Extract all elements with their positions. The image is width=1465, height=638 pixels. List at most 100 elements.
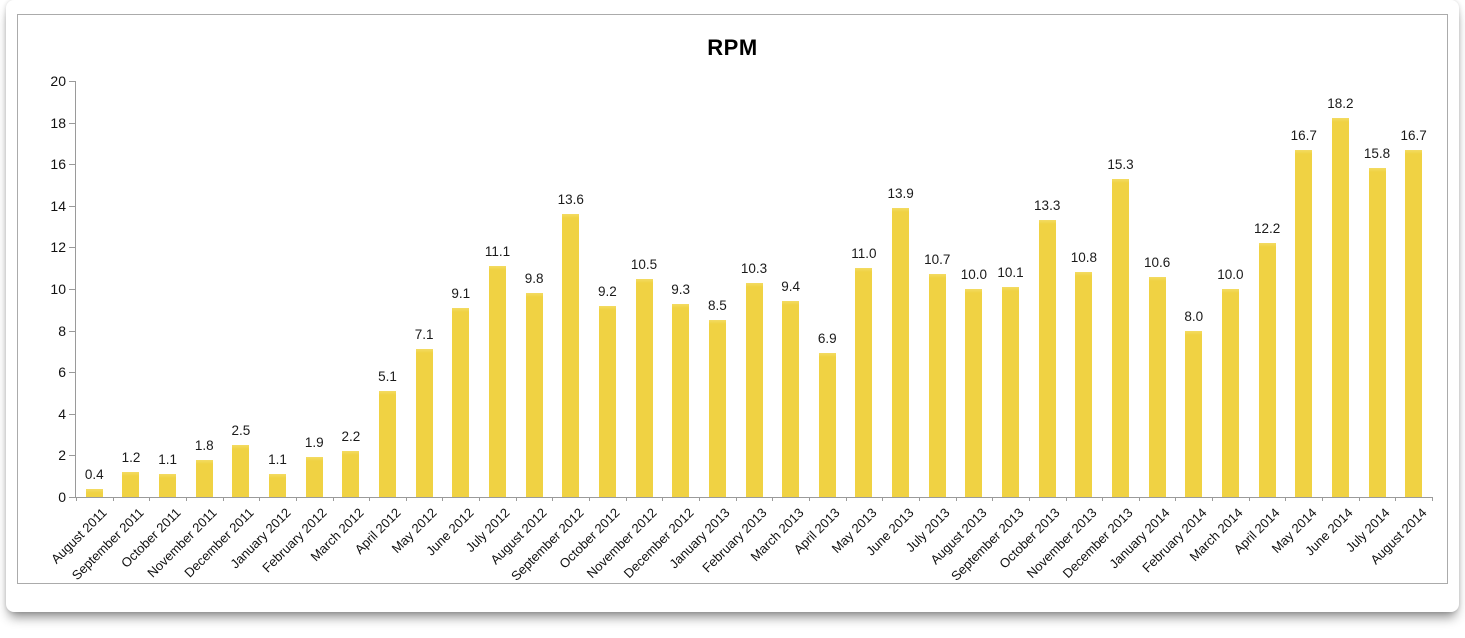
bar [122, 472, 140, 497]
x-tick [1212, 497, 1214, 501]
x-tick [1028, 497, 1030, 501]
bar-value-label: 10.1 [997, 264, 1024, 280]
x-tick [76, 497, 77, 501]
x-tick [515, 497, 517, 501]
bar [1185, 330, 1203, 497]
bar-value-label: 10.0 [960, 267, 988, 282]
bar [965, 289, 983, 497]
bar [818, 353, 836, 497]
bar [1331, 118, 1349, 497]
x-tick [259, 497, 261, 501]
y-tick [69, 497, 75, 498]
bar [1075, 272, 1093, 497]
x-tick [625, 497, 627, 501]
bar [379, 390, 396, 497]
bar [1002, 286, 1020, 497]
bar-value-label: 16.7 [1290, 127, 1317, 143]
x-tick [222, 497, 224, 501]
bar-value-label: 9.4 [781, 279, 801, 295]
bar-value-label: 1.1 [158, 452, 177, 468]
bar [525, 293, 543, 497]
bar [1258, 243, 1276, 497]
y-tick [69, 372, 75, 374]
y-tick [69, 81, 75, 82]
y-tick-label: 12 [50, 239, 66, 256]
bar-value-label: 15.8 [1363, 146, 1391, 162]
bar-value-label: 11.0 [851, 246, 877, 262]
chart-card: RPM 0 2 4 6 8 10 12 14 16 18 20 0.4 1.2 1.1 1.8 2.5 1.1… [6, 0, 1459, 612]
y-tick [69, 247, 75, 249]
y-tick-label: 0 [58, 489, 66, 505]
bar-value-label: 13.9 [887, 185, 914, 201]
bar [195, 459, 213, 497]
bar-value-label: 0.4 [84, 466, 104, 482]
bar [1405, 149, 1423, 497]
x-tick [918, 497, 920, 501]
bar-value-label: 12.2 [1253, 221, 1281, 237]
bar-value-label: 2.2 [341, 429, 361, 445]
bar [1038, 220, 1056, 497]
bar [1221, 289, 1239, 497]
y-tick [69, 413, 75, 415]
bar-value-label: 1.1 [268, 452, 287, 468]
bar [488, 266, 506, 497]
x-tick [405, 497, 407, 501]
bar-value-label: 16.7 [1400, 127, 1427, 143]
x-tick [1395, 497, 1397, 501]
bar-value-label: 8.0 [1184, 308, 1204, 324]
bar [232, 445, 250, 497]
x-tick [772, 497, 774, 501]
bar-value-label: 9.8 [524, 271, 544, 287]
x-tick [442, 497, 444, 501]
bar-value-label: 1.9 [304, 435, 324, 451]
y-tick-label: 18 [50, 114, 66, 131]
bar-value-label: 1.8 [194, 437, 214, 453]
x-tick [1175, 497, 1177, 501]
x-tick [845, 497, 847, 501]
x-tick [1102, 497, 1104, 501]
x-tick [112, 497, 114, 501]
bar [892, 207, 910, 497]
bar [782, 301, 800, 497]
y-tick [69, 330, 75, 332]
bar-value-label: 11.1 [484, 244, 511, 260]
chart-title: RPM [707, 35, 758, 60]
bar-value-label: 6.9 [817, 331, 837, 347]
bar [452, 307, 470, 497]
bar-value-label: 9.3 [671, 281, 691, 297]
bar-value-label: 13.6 [557, 192, 584, 208]
bar [708, 320, 726, 497]
bar-value-label: 8.5 [707, 298, 727, 314]
bar-value-label: 13.3 [1034, 198, 1061, 214]
y-tick-label: 4 [58, 405, 66, 422]
bar-value-label: 2.5 [231, 423, 251, 438]
bar [1148, 276, 1166, 497]
bar [159, 474, 177, 497]
x-tick [1065, 497, 1067, 501]
bar-value-label: 10.6 [1143, 254, 1171, 270]
y-tick [69, 289, 75, 290]
bar [342, 451, 360, 497]
y-tick-label: 8 [58, 322, 66, 339]
x-tick [185, 497, 187, 501]
bar-value-label: 9.1 [451, 285, 471, 301]
bar [635, 278, 653, 497]
y-tick-label: 16 [50, 156, 66, 173]
x-tick [295, 497, 297, 501]
plot-area: 0 2 4 6 8 10 12 14 16 18 20 0.4 1.2 1.1 1.8 2.5 1.1 1.9 2… [48, 74, 1433, 584]
x-tick [992, 497, 994, 501]
y-tick-label: 20 [50, 73, 66, 89]
bar-value-label: 18.2 [1327, 96, 1354, 112]
x-tick [479, 497, 481, 501]
x-tick [1322, 497, 1324, 501]
x-tick [735, 497, 737, 501]
x-tick [589, 497, 591, 501]
x-tick [699, 497, 701, 501]
bar-value-label: 15.3 [1107, 156, 1134, 172]
bar-value-label: 7.1 [414, 327, 434, 343]
x-tick [882, 497, 884, 501]
bar-value-label: 5.1 [378, 368, 397, 384]
x-tick [1248, 497, 1250, 501]
bar-value-label: 10.3 [740, 260, 768, 276]
bar [1368, 168, 1386, 497]
